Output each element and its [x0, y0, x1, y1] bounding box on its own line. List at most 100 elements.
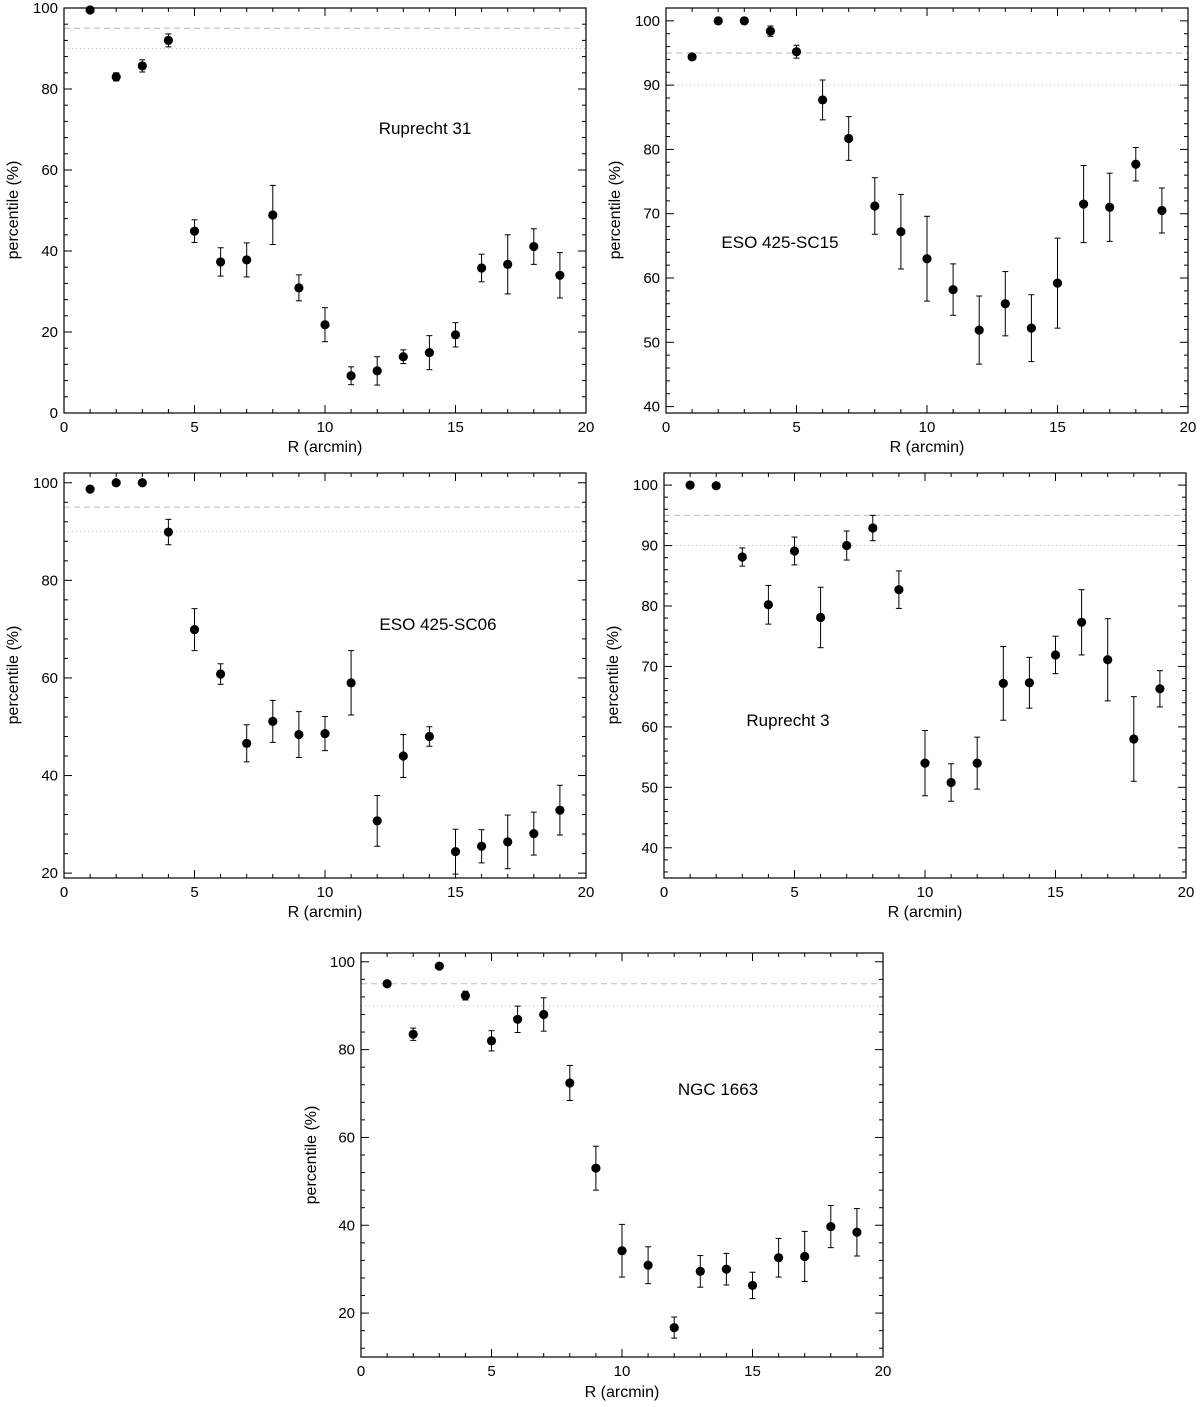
data-point — [398, 352, 408, 362]
panel-eso-425-sc06: ESO 425-SC06 R (arcmin) percentile (%) 0… — [5, 472, 594, 921]
x-tick-label: 10 — [317, 884, 334, 901]
x-axis-label: R (arcmin) — [288, 904, 363, 921]
data-point — [1052, 278, 1063, 288]
x-tick-label: 0 — [660, 884, 668, 901]
data-point — [382, 979, 392, 989]
data-point — [894, 585, 904, 595]
x-tick-label: 20 — [1180, 419, 1197, 436]
y-tick-label: 20 — [41, 324, 58, 341]
data-point — [617, 1246, 627, 1256]
data-point — [346, 678, 356, 688]
data-point — [774, 1253, 784, 1263]
x-axis-label: R (arcmin) — [888, 904, 963, 921]
data-point — [1155, 684, 1165, 694]
data-point — [424, 348, 434, 358]
x-tick-label: 0 — [662, 419, 670, 436]
data-point — [868, 523, 878, 533]
panel-title: Ruprecht 31 — [379, 119, 472, 138]
y-tick-label: 60 — [338, 1129, 355, 1146]
data-point — [539, 1009, 549, 1020]
panel-title: NGC 1663 — [678, 1080, 758, 1099]
x-axis-label: R (arcmin) — [288, 439, 363, 456]
x-tick-label: 10 — [614, 1363, 631, 1380]
data-point — [852, 1227, 862, 1237]
data-point — [111, 72, 121, 82]
data-point — [477, 841, 487, 851]
y-tick-label: 90 — [643, 77, 660, 94]
data-point — [189, 625, 200, 635]
data-point — [721, 1264, 732, 1274]
y-axis-label: percentile (%) — [607, 161, 624, 260]
y-tick-label: 60 — [41, 670, 58, 687]
data-point — [737, 552, 747, 562]
data-point — [789, 546, 800, 556]
x-tick-label: 20 — [1178, 884, 1195, 901]
y-tick-label: 100 — [33, 475, 58, 492]
data-point — [268, 716, 278, 726]
y-tick-label: 70 — [643, 206, 660, 223]
data-point — [424, 731, 434, 742]
data-point — [695, 1266, 705, 1276]
y-tick-label: 100 — [635, 13, 660, 30]
data-point — [565, 1078, 575, 1088]
x-tick-label: 5 — [792, 419, 800, 436]
data-point — [398, 751, 408, 761]
y-tick-label: 60 — [643, 270, 660, 287]
y-tick-label: 40 — [338, 1217, 355, 1234]
y-tick-label: 100 — [330, 954, 355, 971]
data-point — [791, 47, 802, 57]
data-point — [163, 35, 173, 46]
data-point — [294, 283, 304, 293]
data-point — [346, 371, 356, 381]
panel-eso-425-sc15: ESO 425-SC15 R (arcmin) percentile (%) 0… — [607, 7, 1197, 456]
x-tick-label: 15 — [1049, 419, 1066, 436]
data-point — [1050, 650, 1061, 660]
data-point — [320, 728, 330, 739]
data-point — [460, 990, 470, 1001]
y-tick-label: 20 — [338, 1305, 355, 1322]
y-tick-label: 90 — [641, 538, 658, 555]
data-point — [1024, 678, 1034, 688]
y-tick-label: 50 — [643, 334, 660, 351]
y-tick-label: 100 — [33, 0, 58, 17]
data-point — [1129, 734, 1139, 744]
panel-title: Ruprecht 3 — [746, 711, 829, 730]
data-point — [896, 227, 906, 237]
y-axis-label: percentile (%) — [303, 1106, 320, 1205]
panel-title: ESO 425-SC15 — [721, 233, 838, 252]
panel-ruprecht-3: Ruprecht 3 R (arcmin) percentile (%) 0 5 1… — [605, 472, 1195, 921]
data-point — [685, 480, 695, 490]
panel-title: ESO 425-SC06 — [379, 615, 496, 634]
data-point — [450, 847, 461, 857]
x-tick-label: 5 — [190, 884, 198, 901]
x-tick-label: 15 — [447, 884, 464, 901]
data-point — [268, 210, 278, 220]
data-point — [529, 241, 539, 252]
data-point — [111, 478, 121, 488]
data-point — [242, 255, 252, 265]
data-point — [189, 226, 200, 236]
y-tick-label: 60 — [641, 719, 658, 736]
data-point — [85, 5, 95, 15]
data-point — [555, 805, 565, 815]
data-point — [1026, 323, 1036, 333]
data-point — [1131, 159, 1141, 169]
data-point — [1157, 205, 1167, 216]
y-tick-label: 20 — [41, 865, 58, 882]
data-point — [998, 678, 1008, 688]
x-axis-label: R (arcmin) — [890, 439, 965, 456]
data-point — [1103, 655, 1113, 665]
data-point — [713, 16, 723, 26]
data-point — [747, 1280, 758, 1291]
data-point — [687, 52, 697, 62]
data-point — [163, 527, 173, 537]
x-tick-label: 15 — [1047, 884, 1064, 901]
data-point — [372, 366, 382, 376]
panel-ngc-1663: NGC 1663 R (arcmin) percentile (%) 0 5 10 1… — [303, 952, 892, 1401]
x-tick-label: 20 — [578, 419, 595, 436]
data-point — [1000, 299, 1010, 309]
y-tick-label: 40 — [41, 768, 58, 785]
data-point — [844, 133, 854, 144]
x-tick-label: 20 — [875, 1363, 892, 1380]
